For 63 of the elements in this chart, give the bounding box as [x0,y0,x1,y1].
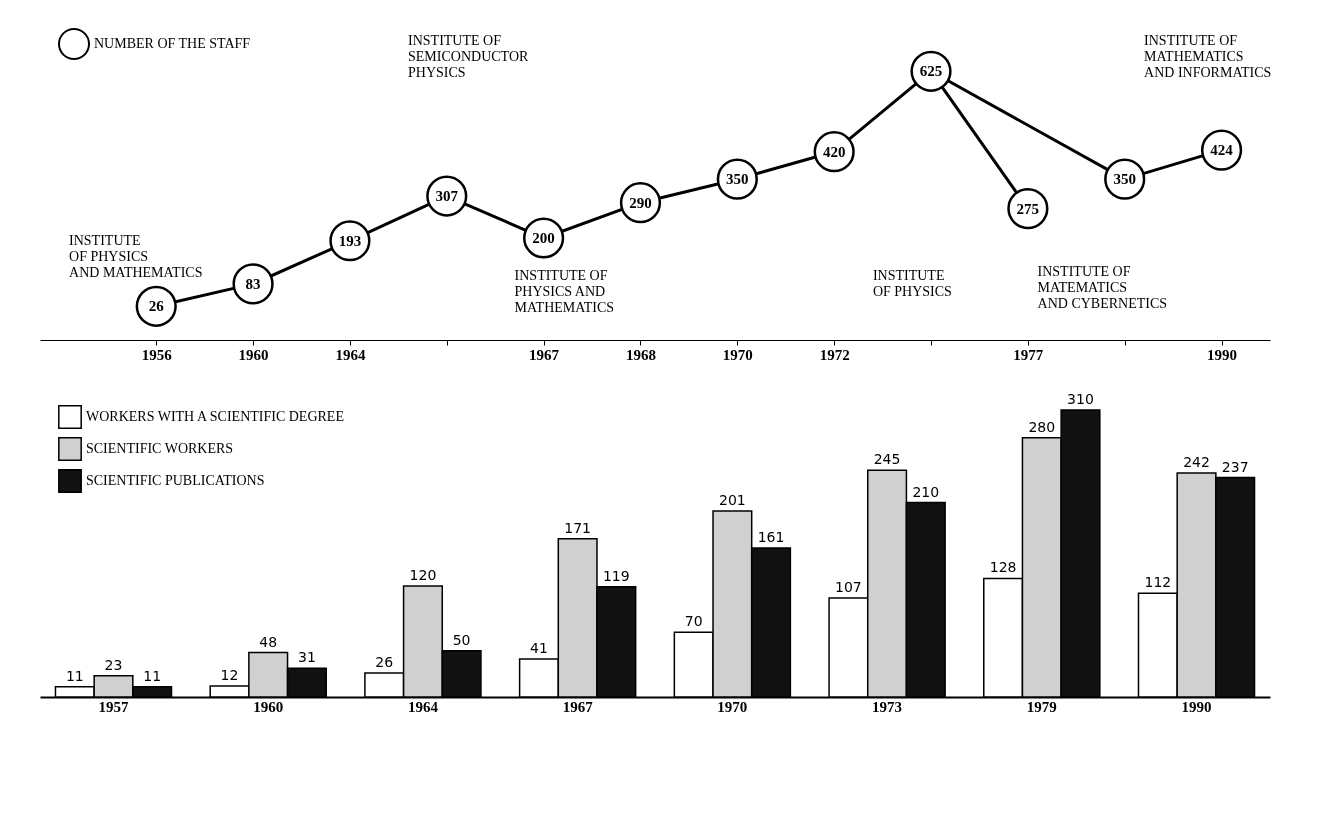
data-label: 193 [338,232,362,249]
data-label: 171 [564,519,592,536]
data-label: 237 [1221,458,1249,475]
data-label: 31 [297,649,316,666]
annotation: INSTITUTE OF SEMICONDUCTOR PHYSICS [408,33,530,81]
annotation: INSTITUTE OF PHYSICS AND MATHEMATICS [69,233,203,281]
data-label: 107 [835,578,862,595]
data-label: 350 [726,171,749,188]
data-label: 245 [873,451,901,468]
data-label: 310 [1067,390,1094,407]
data-label: 242 [1183,453,1210,470]
x-tick-label: 1967 [562,698,594,715]
x-tick-label: 1960 [238,346,269,363]
x-tick-label: 1972 [819,346,850,363]
annotation: INSTITUTE OF PHYSICS [872,268,952,300]
x-tick-label: 1990 [1181,698,1212,715]
data-label: 83 [245,275,261,292]
data-label: 50 [452,631,471,648]
data-label: 26 [375,653,394,670]
data-label: 350 [1113,171,1136,188]
data-label: 625 [919,63,943,80]
data-label: 11 [65,667,84,684]
data-label: 128 [989,559,1017,576]
data-label: 41 [530,640,548,657]
x-tick-label: 1990 [1207,346,1238,363]
data-label: 11 [143,667,162,684]
legend-label: NUMBER OF THE STAFF [94,36,251,51]
x-tick-label: 1979 [1026,698,1057,715]
data-label: 23 [104,656,123,673]
x-tick-label: 1970 [717,698,748,715]
x-tick-label: 1964 [407,698,439,715]
data-label: 120 [409,566,437,583]
data-label: 307 [435,188,459,205]
data-label: 161 [757,528,785,545]
data-label: 48 [259,633,278,650]
data-label: 119 [602,567,630,584]
data-label: 275 [1016,200,1040,217]
data-label: 290 [629,194,652,211]
x-tick-label: 1960 [253,698,284,715]
x-tick-label: 1977 [1013,346,1044,363]
x-tick-label: 1973 [872,698,903,715]
x-tick-label: 1970 [722,346,753,363]
data-label: 12 [220,666,239,683]
x-tick-label: 1956 [141,346,173,363]
data-label: 200 [532,230,555,247]
data-label: 201 [718,491,746,508]
data-label: 424 [1210,142,1234,159]
annotation: INSTITUTE OF MATEMATICS AND CYBERNETICS [1037,264,1168,312]
annotation: INSTITUTE OF MATHEMATICS AND INFORMATICS [1144,33,1272,81]
data-label: 210 [912,483,940,500]
x-tick-label: 1968 [625,346,656,363]
data-label: 112 [1144,574,1172,591]
data-label: 70 [684,613,703,630]
x-tick-label: 1967 [529,346,560,363]
data-label: 280 [1028,418,1056,435]
legend-label: SCIENTIFIC WORKERS [86,441,234,456]
annotation: INSTITUTE OF PHYSICS AND MATHEMATICS [514,268,615,316]
data-label: 26 [148,298,165,315]
data-label: 420 [822,143,846,160]
x-tick-label: 1964 [335,346,366,363]
legend-label: SCIENTIFIC PUBLICATIONS [86,473,265,488]
x-tick-label: 1957 [98,698,129,715]
legend-label: WORKERS WITH A SCIENTIFIC DEGREE [86,409,344,424]
